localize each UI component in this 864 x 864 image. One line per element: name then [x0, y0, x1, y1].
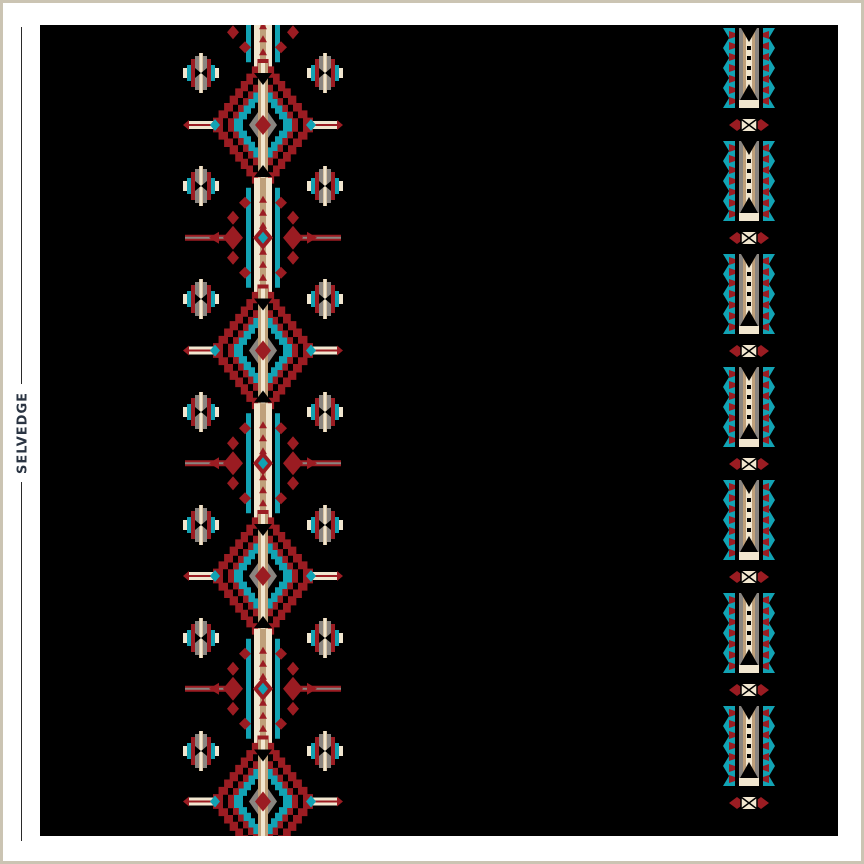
left-pattern-column — [183, 25, 343, 836]
side-oval-motif — [307, 166, 343, 206]
side-oval-motif — [183, 731, 219, 771]
feather-panel-motif — [723, 367, 775, 447]
side-oval-motif — [183, 53, 219, 93]
side-oval-motif — [183, 166, 219, 206]
feather-panel-motif — [723, 28, 775, 108]
side-oval-motif — [183, 505, 219, 545]
side-oval-motif — [183, 279, 219, 319]
bow-tie-motif — [728, 457, 770, 471]
bow-tie-motif — [728, 683, 770, 697]
feather-panel-motif — [723, 141, 775, 221]
feather-panel-motif — [723, 480, 775, 560]
feather-panel-motif — [723, 593, 775, 673]
feather-panel-motif — [723, 706, 775, 786]
selvedge-label: SELVEDGE — [15, 383, 31, 483]
side-oval-motif — [307, 53, 343, 93]
bow-tie-motif — [728, 118, 770, 132]
bow-tie-motif — [728, 570, 770, 584]
fabric-print — [40, 25, 838, 836]
right-pattern-column — [723, 28, 775, 810]
bow-tie-motif — [728, 231, 770, 245]
side-oval-motif — [307, 731, 343, 771]
side-oval-motif — [307, 505, 343, 545]
bow-tie-motif — [728, 344, 770, 358]
bow-tie-motif — [728, 796, 770, 810]
feather-panel-motif — [723, 254, 775, 334]
side-oval-motif — [307, 392, 343, 432]
side-oval-motif — [307, 279, 343, 319]
side-oval-motif — [183, 392, 219, 432]
side-oval-motif — [183, 618, 219, 658]
aztec-pattern — [183, 25, 775, 836]
side-oval-motif — [307, 618, 343, 658]
